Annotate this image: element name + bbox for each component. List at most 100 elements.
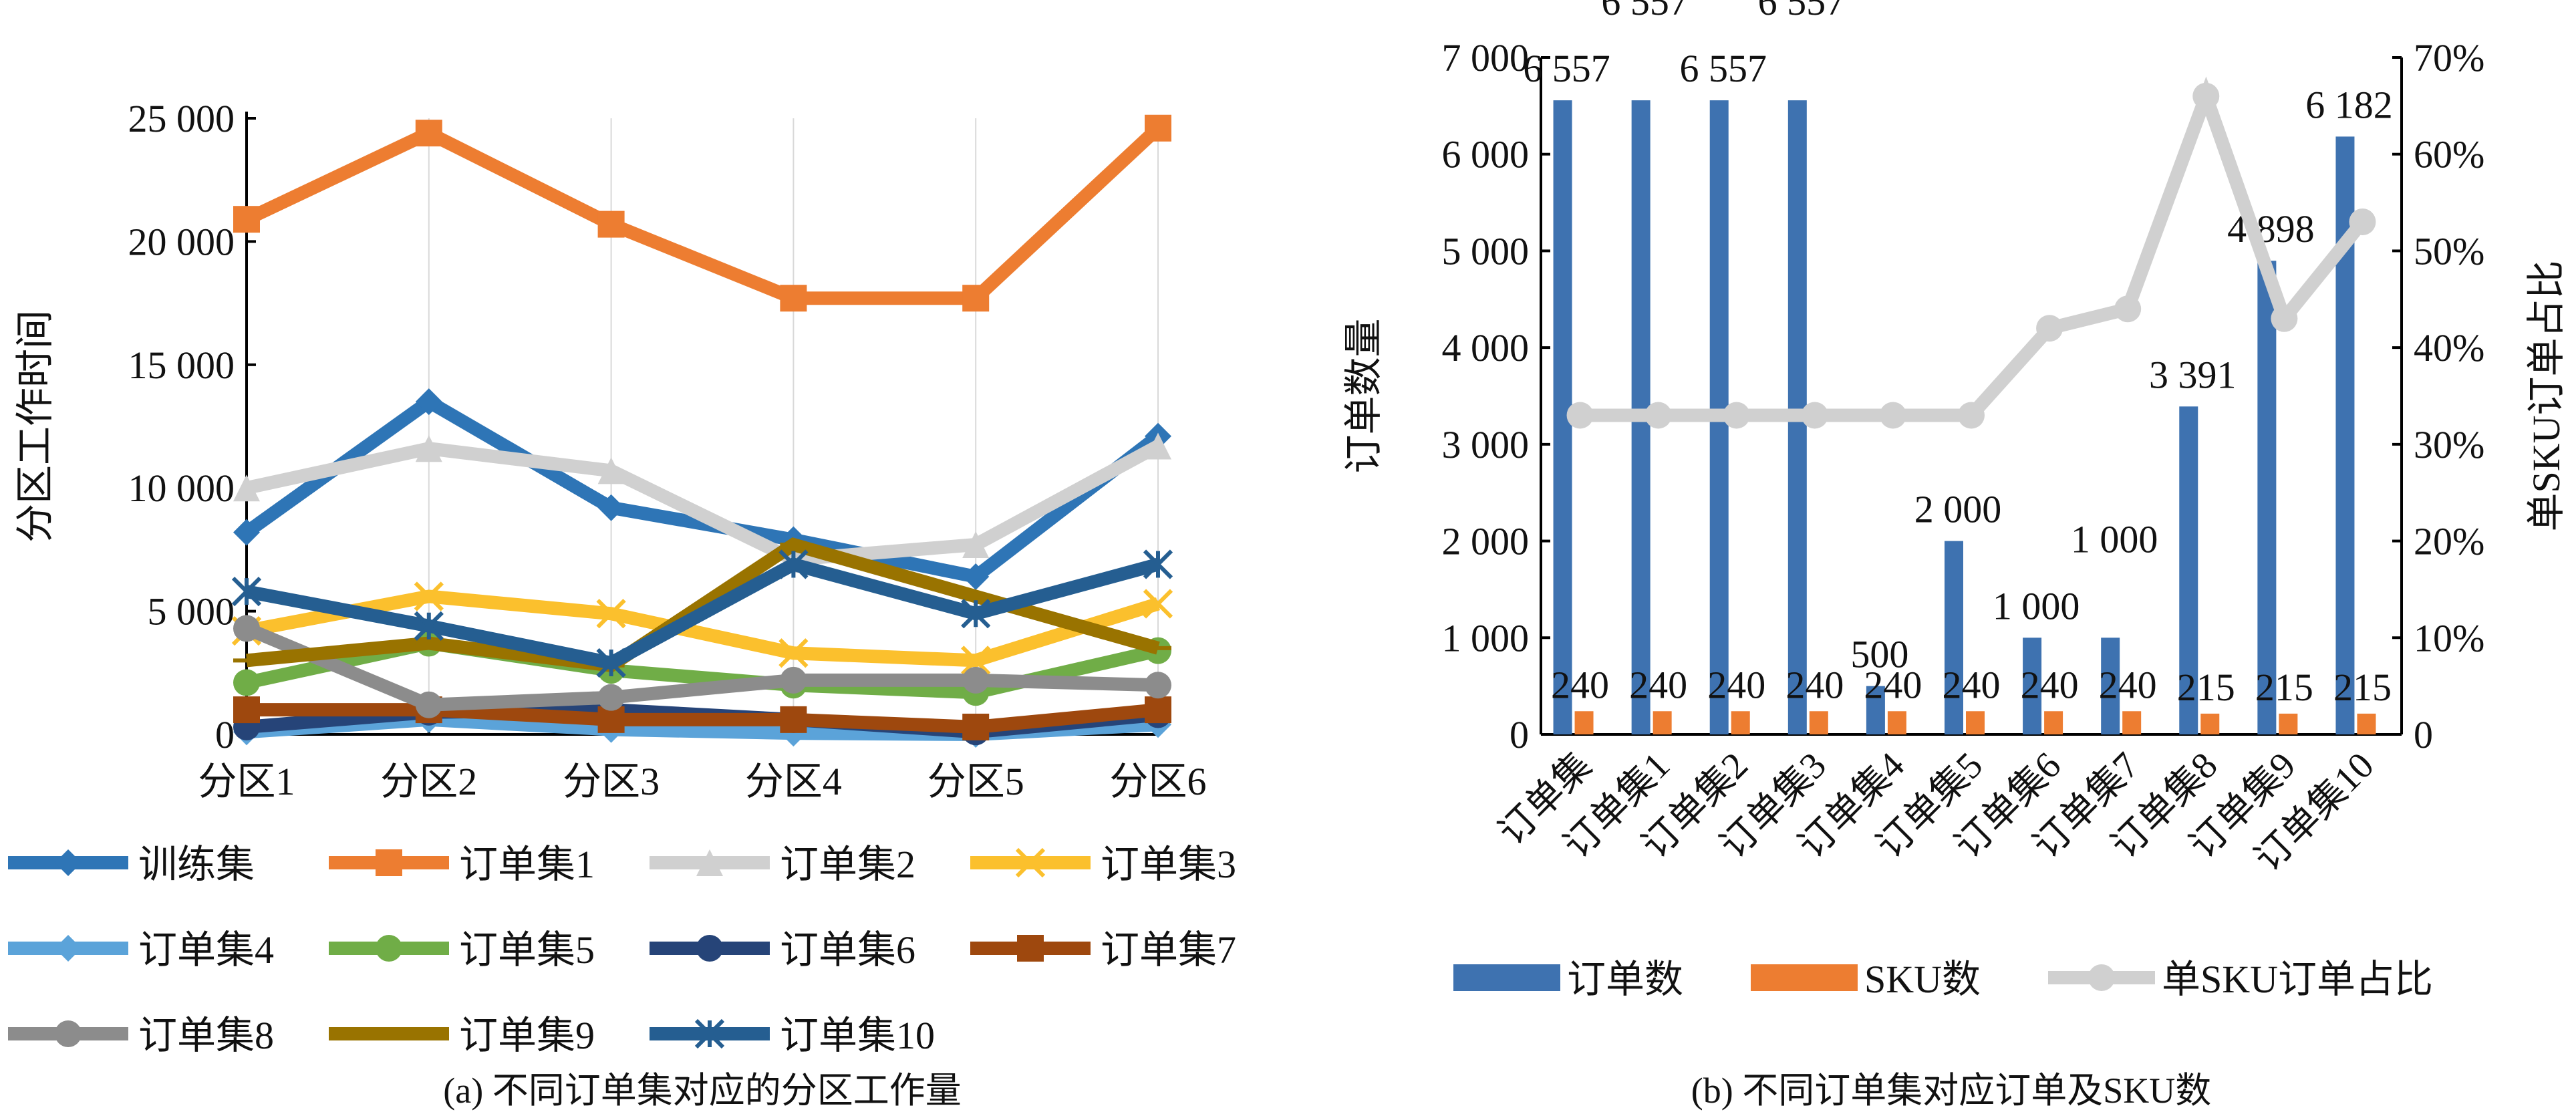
bar-label: 1 000 <box>1993 584 2080 627</box>
legend-label: 订单集10 <box>780 1014 935 1057</box>
y-tick-label: 20 000 <box>128 220 235 263</box>
y2-tick-label: 0 <box>2414 713 2433 756</box>
y-tick-label: 4 000 <box>1442 326 1530 370</box>
legend-marker <box>55 935 82 962</box>
y2-tick-label: 20% <box>2414 520 2484 563</box>
ratio-point <box>1801 402 1828 429</box>
data-point <box>780 706 807 733</box>
x-tick-label: 分区3 <box>563 760 660 803</box>
sku-label: 215 <box>2255 666 2313 709</box>
bar-label: 6 557 <box>1679 47 1767 90</box>
data-point <box>233 615 260 642</box>
bar-sku <box>1574 711 1594 734</box>
legend-marker <box>1015 847 1046 878</box>
chart-b: 0 1 000 2 000 3 000 4 000 5 000 6 000 7 000 0 10%… <box>1342 0 2568 1111</box>
sku-label: 240 <box>1943 663 2001 706</box>
y-tick-label: 6 000 <box>1442 133 1530 176</box>
series-line <box>243 123 1163 305</box>
y-tick-label: 7 000 <box>1442 36 1530 80</box>
legend-label: 订单集4 <box>138 928 274 972</box>
bar-orders <box>2023 638 2042 734</box>
legend-label: 订单集7 <box>1101 928 1236 972</box>
legend-label: 订单集8 <box>138 1014 274 1057</box>
sku-label: 240 <box>1707 663 1765 706</box>
ratio-point <box>1958 402 1985 429</box>
data-point <box>1145 672 1171 699</box>
data-point <box>597 494 625 521</box>
ratio-point <box>2271 305 2298 332</box>
legend-label: 训练集 <box>138 843 255 886</box>
y2-tick-label: 60% <box>2414 133 2484 176</box>
bar-sku <box>1966 711 1985 734</box>
sku-label: 240 <box>1785 663 1844 706</box>
series-订单集8 <box>233 615 1171 718</box>
y-tick-label: 15 000 <box>128 343 235 387</box>
data-point <box>415 120 442 147</box>
y2-tick-label: 30% <box>2414 423 2484 466</box>
series-line <box>243 394 1163 584</box>
ratio-point <box>2114 295 2142 323</box>
data-point <box>233 519 260 546</box>
data-point <box>233 206 260 233</box>
sku-label: 240 <box>1629 663 1687 706</box>
y-tick-label: 5 000 <box>1442 229 1530 273</box>
legend-marker <box>1017 935 1044 962</box>
data-point <box>1145 696 1171 724</box>
series-line <box>245 589 1160 668</box>
y-tick-label: 1 000 <box>1442 616 1530 660</box>
y-tick-label: 3 000 <box>1442 423 1530 466</box>
data-point <box>780 285 807 312</box>
y2-tick-label: 50% <box>2414 229 2484 273</box>
bar-label: 2 000 <box>1914 488 2002 531</box>
bar-label: 6 182 <box>2305 83 2393 126</box>
data-point <box>233 696 260 724</box>
y-tick-label: 0 <box>1510 713 1529 756</box>
data-point <box>778 549 809 579</box>
data-point <box>1143 589 1173 619</box>
data-point <box>962 285 990 312</box>
caption: (b) 不同订单集对应订单及SKU数 <box>1691 1071 2212 1111</box>
data-point <box>596 648 626 678</box>
sku-label: 240 <box>1864 663 1922 706</box>
data-point <box>414 581 444 611</box>
bar-sku <box>2122 711 2142 734</box>
legend-marker <box>376 849 402 876</box>
legend-label: 订单集5 <box>459 928 595 972</box>
data-point <box>231 576 262 607</box>
bar-orders <box>1866 686 1885 734</box>
bar-sku <box>1653 711 1672 734</box>
x-tick-label: 分区4 <box>745 760 842 803</box>
legend-marker <box>696 935 723 962</box>
ratio-point <box>2192 82 2220 110</box>
bar-orders <box>2257 261 2277 734</box>
series-line <box>247 703 1159 734</box>
ratio-point <box>1644 402 1672 429</box>
data-point <box>778 638 809 668</box>
data-point <box>233 474 260 502</box>
bar-orders <box>2101 638 2120 734</box>
ratio-point <box>2349 208 2376 236</box>
data-point <box>962 563 990 590</box>
legend-marker <box>2088 964 2115 991</box>
bar-sku <box>1731 711 1750 734</box>
ratio-point <box>1879 402 1906 429</box>
sku-label: 215 <box>2177 666 2235 709</box>
y-tick-label: 10 000 <box>128 466 235 510</box>
legend-marker <box>55 1020 82 1047</box>
y-tick-label: 25 000 <box>128 97 235 140</box>
series-line <box>244 622 1159 712</box>
legend-marker <box>694 1018 725 1049</box>
data-point <box>962 531 990 559</box>
bar-sku <box>2279 713 2298 734</box>
series-line <box>245 557 1160 670</box>
data-point <box>1143 549 1173 579</box>
data-point <box>414 611 444 641</box>
y2-tick-label: 70% <box>2414 36 2484 80</box>
legend-label: 订单集9 <box>459 1014 595 1057</box>
legend-label: 订单数 <box>1567 958 1683 1001</box>
legend-label: 单SKU订单占比 <box>2162 958 2433 1001</box>
data-point <box>961 599 991 629</box>
series-订单集2 <box>233 432 1171 573</box>
bar-sku <box>2357 713 2376 734</box>
